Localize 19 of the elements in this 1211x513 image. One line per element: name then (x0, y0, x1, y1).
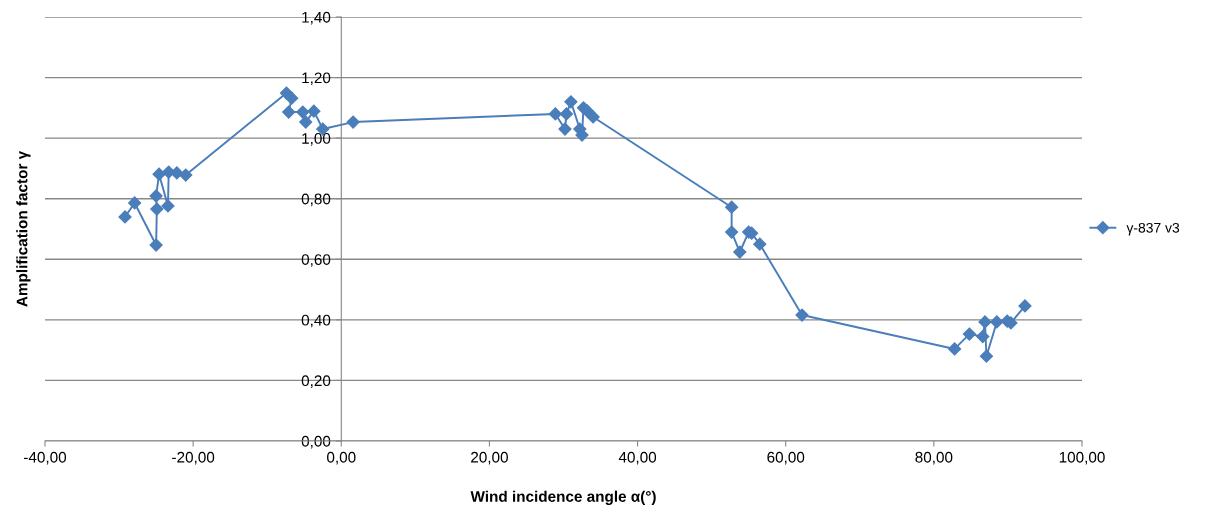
x-tick-label: 100,00 (1059, 451, 1105, 465)
legend-label: γ-837 v3 (1126, 222, 1180, 236)
y-tick-label: 1,20 (302, 72, 331, 86)
x-tick-label: -40,00 (24, 451, 67, 465)
x-tick-label: 40,00 (618, 451, 657, 465)
y-axis-title: Amplification factor γ (16, 150, 31, 307)
y-tick-label: 0,80 (301, 193, 331, 207)
x-tick-label: 20,00 (471, 451, 508, 465)
x-tick-label: 60,00 (767, 451, 805, 465)
x-axis-title: Wind incidence angle α(°) (470, 490, 656, 505)
y-tick-label: 1,40 (302, 11, 331, 25)
x-tick-label: -20,00 (172, 451, 215, 465)
y-tick-label: 0,40 (301, 314, 331, 328)
y-tick-label: 0,20 (301, 375, 331, 388)
x-tick-label: 0,00 (327, 451, 356, 465)
y-tick-label: 0,60 (301, 254, 331, 267)
x-tick-label: 80,00 (915, 451, 953, 465)
y-tick-label: 0,00 (301, 435, 331, 449)
y-tick-label: 1,00 (302, 133, 331, 146)
